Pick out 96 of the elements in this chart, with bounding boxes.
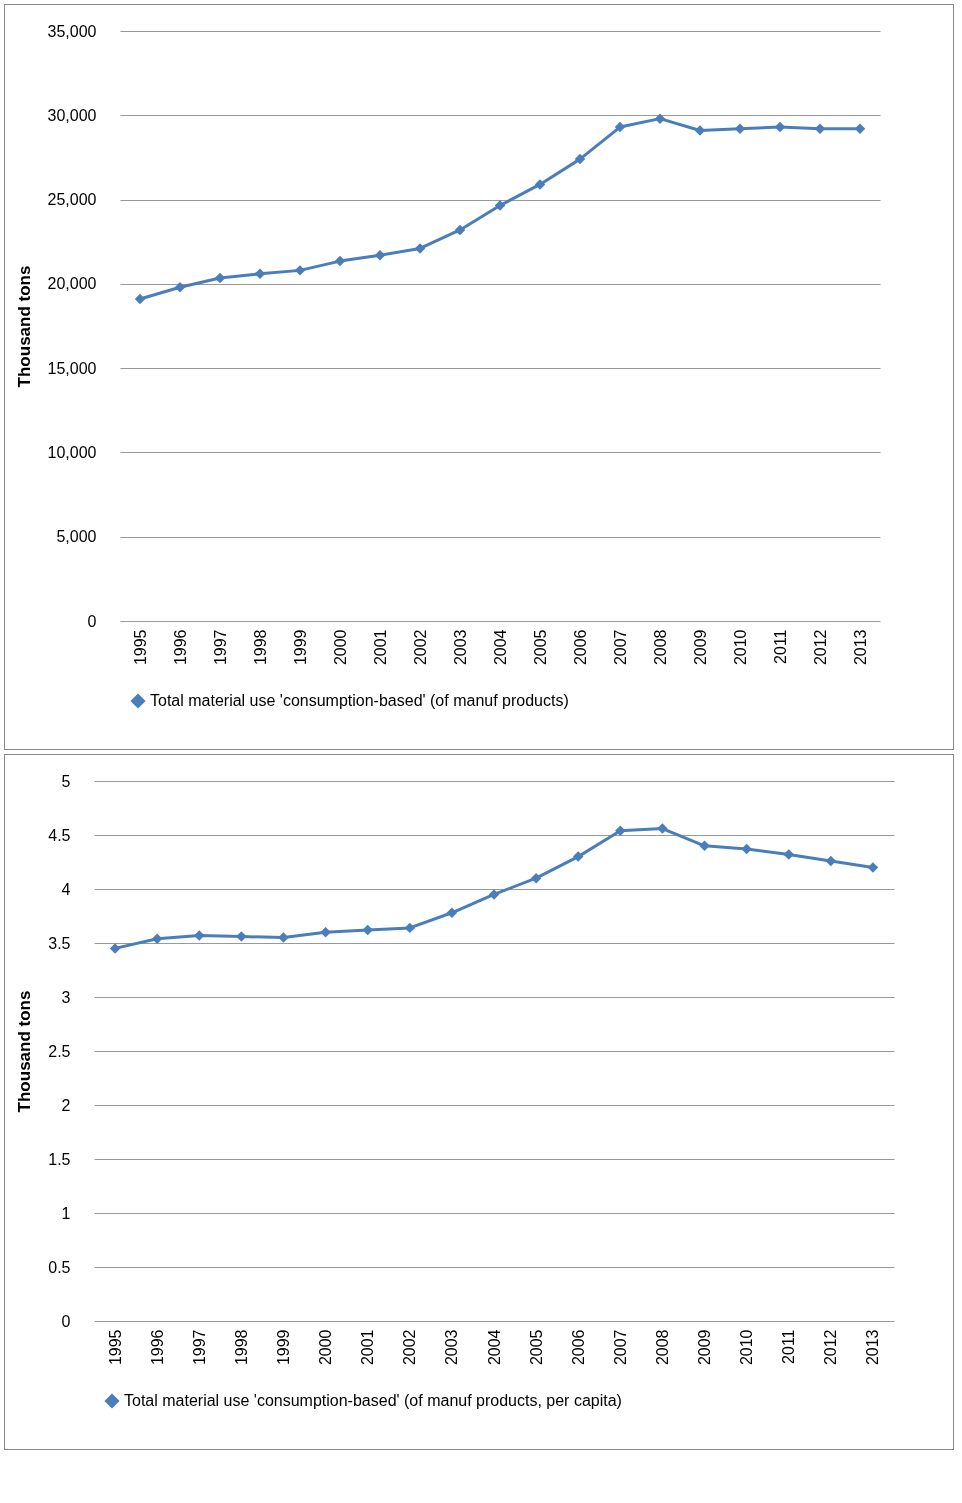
- y-tick-label: 30,000: [47, 106, 97, 124]
- y-tick-label: 2.5: [48, 1042, 71, 1060]
- point: [530, 872, 542, 884]
- point: [657, 823, 668, 834]
- y-tick-label: 20,000: [47, 275, 97, 293]
- x-tick-label: 1999: [274, 1329, 292, 1366]
- point: [214, 272, 226, 284]
- y-tick-label: 4: [61, 880, 71, 898]
- x-tick-label: 1997: [211, 629, 229, 666]
- x-tick-label: 2009: [691, 629, 709, 666]
- point: [414, 243, 426, 254]
- point: [334, 255, 346, 267]
- x-tick-label: 2000: [317, 1329, 335, 1366]
- x-tick-label: 2013: [851, 629, 869, 666]
- y-tick-label: 2: [61, 1096, 71, 1114]
- legend-label: Total material use 'consumption-based' (of manuf products): [150, 692, 569, 709]
- point: [574, 153, 586, 165]
- x-tick-label: 2000: [331, 629, 349, 666]
- point: [374, 249, 386, 261]
- y-tick-label: 0.5: [48, 1258, 71, 1276]
- x-tick-label: 2007: [611, 629, 629, 666]
- y-tick-label: 10,000: [47, 443, 97, 461]
- point: [783, 849, 794, 860]
- point: [867, 862, 879, 873]
- x-tick-label: 2003: [451, 629, 469, 666]
- x-tick-label: 1995: [106, 1329, 124, 1366]
- point: [572, 851, 584, 862]
- y-axis-title: Thousand tons: [14, 265, 34, 388]
- x-tick-label: 2006: [569, 1329, 587, 1366]
- x-tick-label: 2007: [611, 1329, 629, 1366]
- point: [109, 943, 121, 954]
- x-tick-label: 1998: [232, 1329, 250, 1366]
- y-tick-label: 1.5: [48, 1150, 71, 1168]
- x-tick-label: 2005: [527, 1329, 545, 1366]
- x-tick-label: 2010: [731, 629, 749, 666]
- point: [854, 123, 866, 135]
- point: [694, 125, 706, 136]
- point: [446, 907, 458, 918]
- y-tick-label: 5: [61, 772, 71, 790]
- y-tick-label: 25,000: [47, 191, 97, 209]
- point: [494, 200, 506, 211]
- y-tick-label: 3.5: [48, 934, 71, 952]
- y-tick-label: 1: [61, 1204, 71, 1222]
- x-tick-label: 2009: [696, 1329, 714, 1366]
- x-tick-label: 2002: [401, 1329, 419, 1366]
- x-tick-label: 2008: [651, 629, 669, 666]
- point: [534, 179, 546, 190]
- y-tick-label: 4.5: [48, 826, 71, 844]
- y-tick-label: 0: [61, 1312, 71, 1330]
- point: [614, 121, 626, 133]
- point: [488, 889, 500, 900]
- point: [294, 265, 306, 276]
- x-tick-label: 2005: [531, 629, 549, 666]
- point: [134, 293, 146, 305]
- point: [236, 931, 247, 942]
- x-tick-label: 2004: [485, 1329, 503, 1366]
- y-axis-title: Thousand tons: [15, 990, 35, 1113]
- point: [825, 855, 837, 867]
- y-tick-label: 0: [87, 612, 97, 630]
- x-tick-label: 2012: [822, 1329, 840, 1366]
- point: [254, 268, 266, 279]
- x-tick-label: 1995: [131, 629, 149, 666]
- x-tick-label: 2011: [780, 1329, 798, 1364]
- x-tick-label: 2002: [411, 629, 429, 666]
- x-tick-label: 1996: [171, 629, 189, 666]
- x-tick-label: 2011: [771, 629, 789, 664]
- x-tick-label: 2013: [864, 1329, 882, 1366]
- point: [699, 840, 710, 852]
- x-tick-label: 2001: [359, 1329, 377, 1366]
- point: [174, 281, 186, 293]
- x-tick-label: 2010: [738, 1329, 756, 1366]
- point: [741, 843, 752, 855]
- point: [320, 926, 331, 938]
- point: [454, 224, 466, 236]
- y-tick-label: 5,000: [56, 528, 97, 546]
- point: [278, 932, 289, 943]
- x-tick-label: 1996: [148, 1329, 166, 1366]
- x-tick-label: 1999: [291, 629, 309, 666]
- y-tick-label: 35,000: [47, 22, 97, 40]
- point: [654, 113, 666, 124]
- x-tick-label: 2008: [653, 1329, 671, 1366]
- point: [615, 825, 626, 836]
- x-tick-label: 2001: [371, 629, 389, 666]
- x-tick-label: 2003: [443, 1329, 461, 1366]
- x-tick-label: 2006: [571, 629, 589, 666]
- point: [362, 924, 373, 936]
- y-tick-label: 15,000: [47, 359, 97, 377]
- x-tick-label: 2012: [811, 629, 829, 666]
- legend-label: Total material use 'consumption-based' (of manuf products, per capita): [124, 1392, 622, 1409]
- x-tick-label: 1998: [251, 629, 269, 666]
- x-tick-label: 1997: [190, 1329, 208, 1366]
- point: [151, 933, 163, 944]
- point: [194, 930, 205, 941]
- point: [404, 922, 416, 934]
- x-tick-label: 2004: [491, 629, 509, 666]
- y-tick-label: 3: [61, 988, 71, 1006]
